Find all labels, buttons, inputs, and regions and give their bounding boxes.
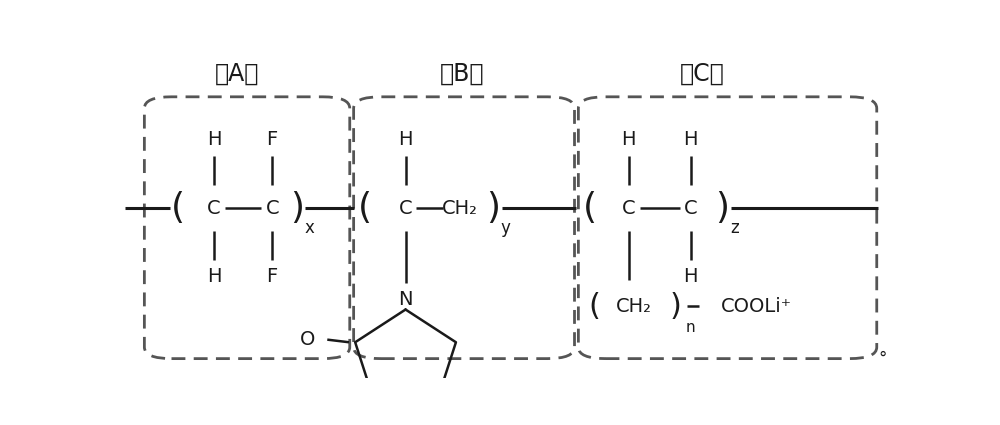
Text: H: H bbox=[207, 130, 221, 149]
Text: F: F bbox=[267, 130, 278, 149]
Text: C: C bbox=[207, 198, 221, 218]
Text: (: ( bbox=[583, 191, 597, 225]
Text: CH₂: CH₂ bbox=[442, 198, 478, 218]
Text: （A）: （A） bbox=[215, 62, 260, 86]
Text: H: H bbox=[622, 130, 636, 149]
Text: （C）: （C） bbox=[680, 62, 725, 86]
Text: C: C bbox=[399, 198, 412, 218]
Text: C: C bbox=[622, 198, 636, 218]
Text: x: x bbox=[305, 219, 314, 237]
Text: ): ) bbox=[486, 191, 500, 225]
Text: n: n bbox=[685, 320, 695, 335]
Text: y: y bbox=[501, 219, 510, 237]
Text: °: ° bbox=[879, 350, 887, 368]
Text: H: H bbox=[207, 267, 221, 286]
Text: （B）: （B） bbox=[440, 62, 484, 86]
Text: H: H bbox=[398, 130, 413, 149]
Text: C: C bbox=[265, 198, 279, 218]
Text: H: H bbox=[684, 130, 698, 149]
Text: CH₂: CH₂ bbox=[616, 297, 652, 316]
Text: C: C bbox=[684, 198, 698, 218]
Text: O: O bbox=[299, 330, 315, 349]
Text: ): ) bbox=[715, 191, 729, 225]
Text: H: H bbox=[684, 267, 698, 286]
Text: F: F bbox=[267, 267, 278, 286]
Text: ): ) bbox=[290, 191, 304, 225]
Text: (: ( bbox=[358, 191, 372, 225]
Text: z: z bbox=[730, 219, 739, 237]
Text: ): ) bbox=[669, 292, 681, 321]
Text: COOLi⁺: COOLi⁺ bbox=[721, 297, 792, 316]
Text: (: ( bbox=[171, 191, 185, 225]
Text: (: ( bbox=[588, 292, 600, 321]
Text: N: N bbox=[398, 290, 413, 309]
